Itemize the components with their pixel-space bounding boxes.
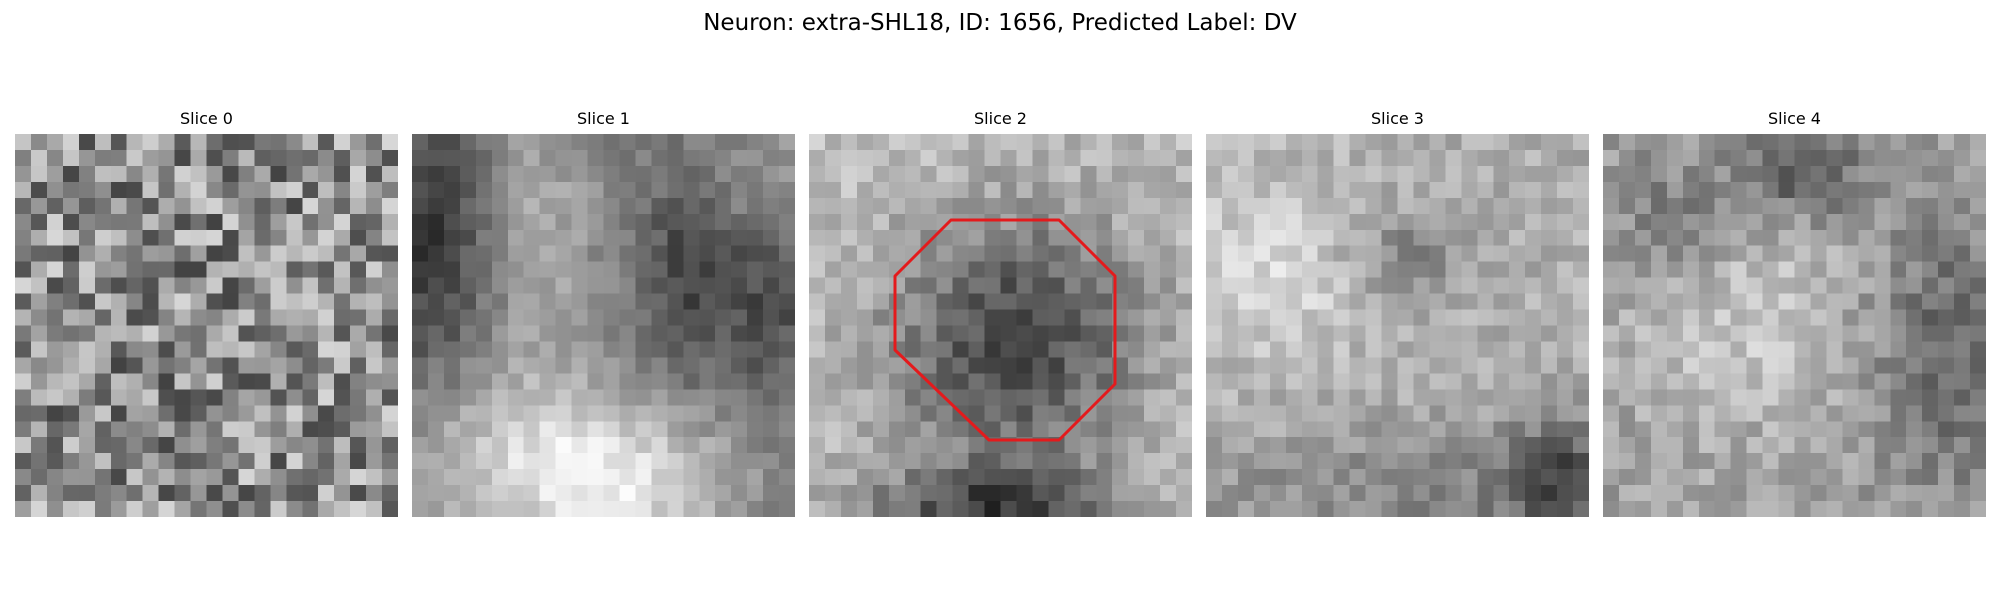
slice-image: [1603, 134, 1986, 517]
slice-panel-3: Slice 3: [1206, 108, 1589, 517]
roi-outline: [893, 218, 1117, 442]
slice-panel-4: Slice 4: [1603, 108, 1986, 517]
slice-title: Slice 4: [1768, 109, 1821, 128]
slice-title: Slice 3: [1371, 109, 1424, 128]
slice-title: Slice 0: [180, 109, 233, 128]
slice-title: Slice 1: [577, 109, 630, 128]
slice-image: [809, 134, 1192, 517]
slice-panel-0: Slice 0: [15, 108, 398, 517]
slice-panel-2: Slice 2: [809, 108, 1192, 517]
slice-title: Slice 2: [974, 109, 1027, 128]
slice-image: [412, 134, 795, 517]
slice-image: [1206, 134, 1589, 517]
figure-title: Neuron: extra-SHL18, ID: 1656, Predicted…: [703, 10, 1297, 36]
slice-panel-1: Slice 1: [412, 108, 795, 517]
slice-image: [15, 134, 398, 517]
